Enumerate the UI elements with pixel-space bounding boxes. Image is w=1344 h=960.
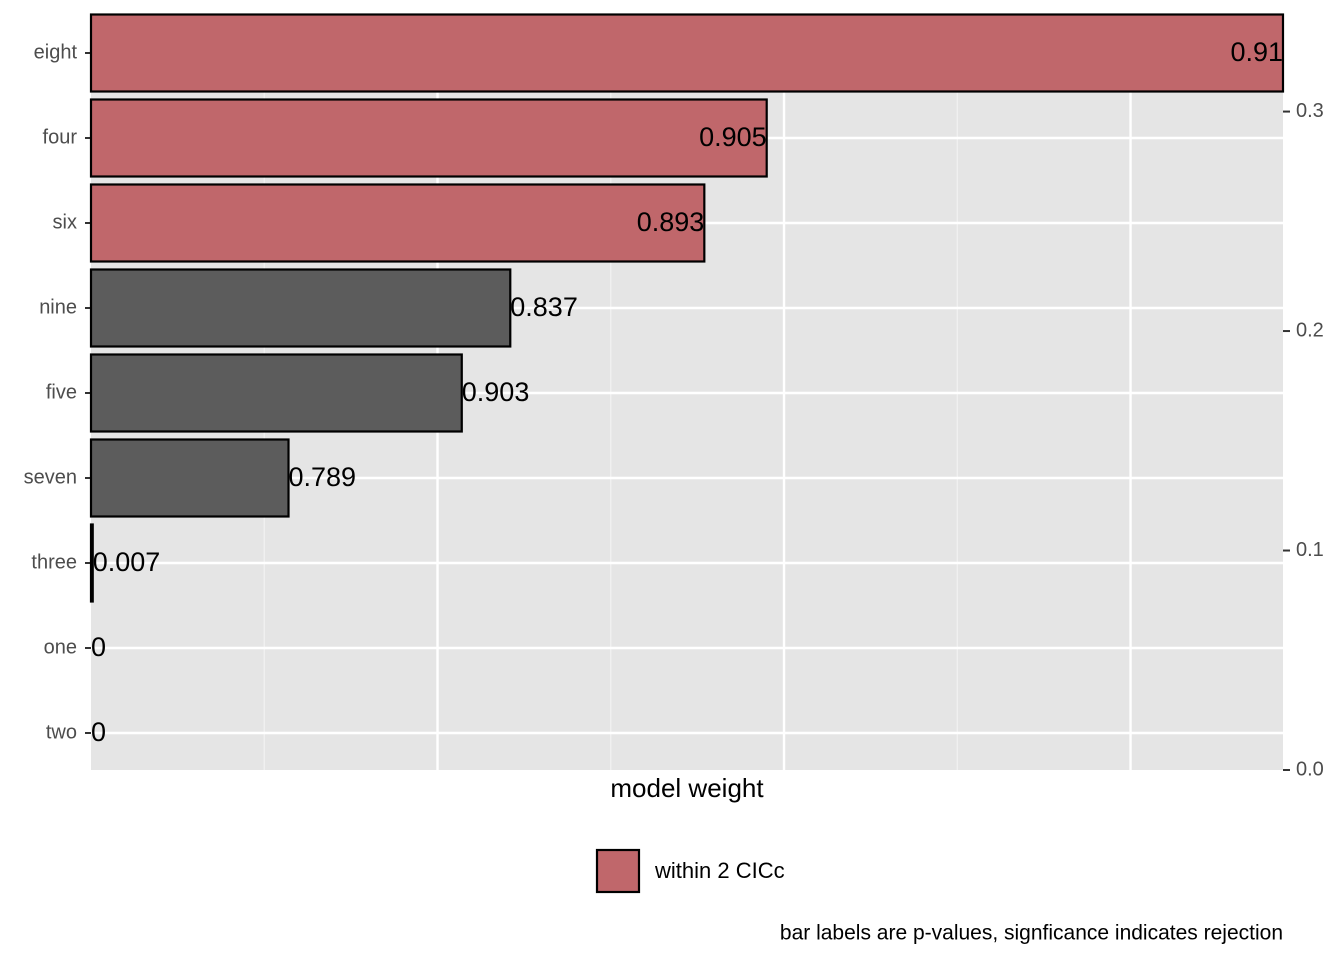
bar	[89, 523, 94, 603]
bar	[89, 268, 512, 348]
bar	[89, 13, 1285, 93]
y-tick-label: six	[53, 211, 77, 233]
y2-tick-label: 0.0	[1296, 758, 1324, 780]
bar-label: 0.905	[699, 122, 767, 152]
y-tick-label: eight	[34, 41, 78, 63]
bar-label: 0.789	[289, 462, 357, 492]
bar-label: 0.893	[637, 207, 705, 237]
bar-label: 0	[91, 632, 106, 662]
bar	[89, 183, 706, 263]
bar	[89, 438, 290, 518]
bar	[89, 353, 463, 433]
y-tick-label: one	[44, 636, 77, 658]
bar-label: 0	[91, 717, 106, 747]
y-tick-label: two	[46, 721, 77, 743]
legend-key	[595, 848, 641, 894]
y-tick-label: four	[43, 126, 78, 148]
y2-tick-label: 0.1	[1296, 539, 1324, 561]
y2-tick-label: 0.2	[1296, 319, 1324, 341]
y-tick-label: three	[31, 551, 77, 573]
bar-label: 0.91	[1230, 37, 1283, 67]
x-axis-label: model weight	[610, 773, 764, 803]
y2-tick-label: 0.3	[1296, 100, 1324, 122]
bar-label: 0.007	[93, 547, 161, 577]
y-tick-label: seven	[24, 466, 77, 488]
caption: bar labels are p-values, signficance ind…	[780, 922, 1283, 945]
y-tick-label: five	[46, 381, 77, 403]
y-tick-label: nine	[39, 296, 77, 318]
legend-label: within 2 CICc	[654, 858, 785, 883]
bar-label: 0.837	[510, 292, 578, 322]
bar-label: 0.903	[462, 377, 530, 407]
bar	[89, 98, 768, 178]
